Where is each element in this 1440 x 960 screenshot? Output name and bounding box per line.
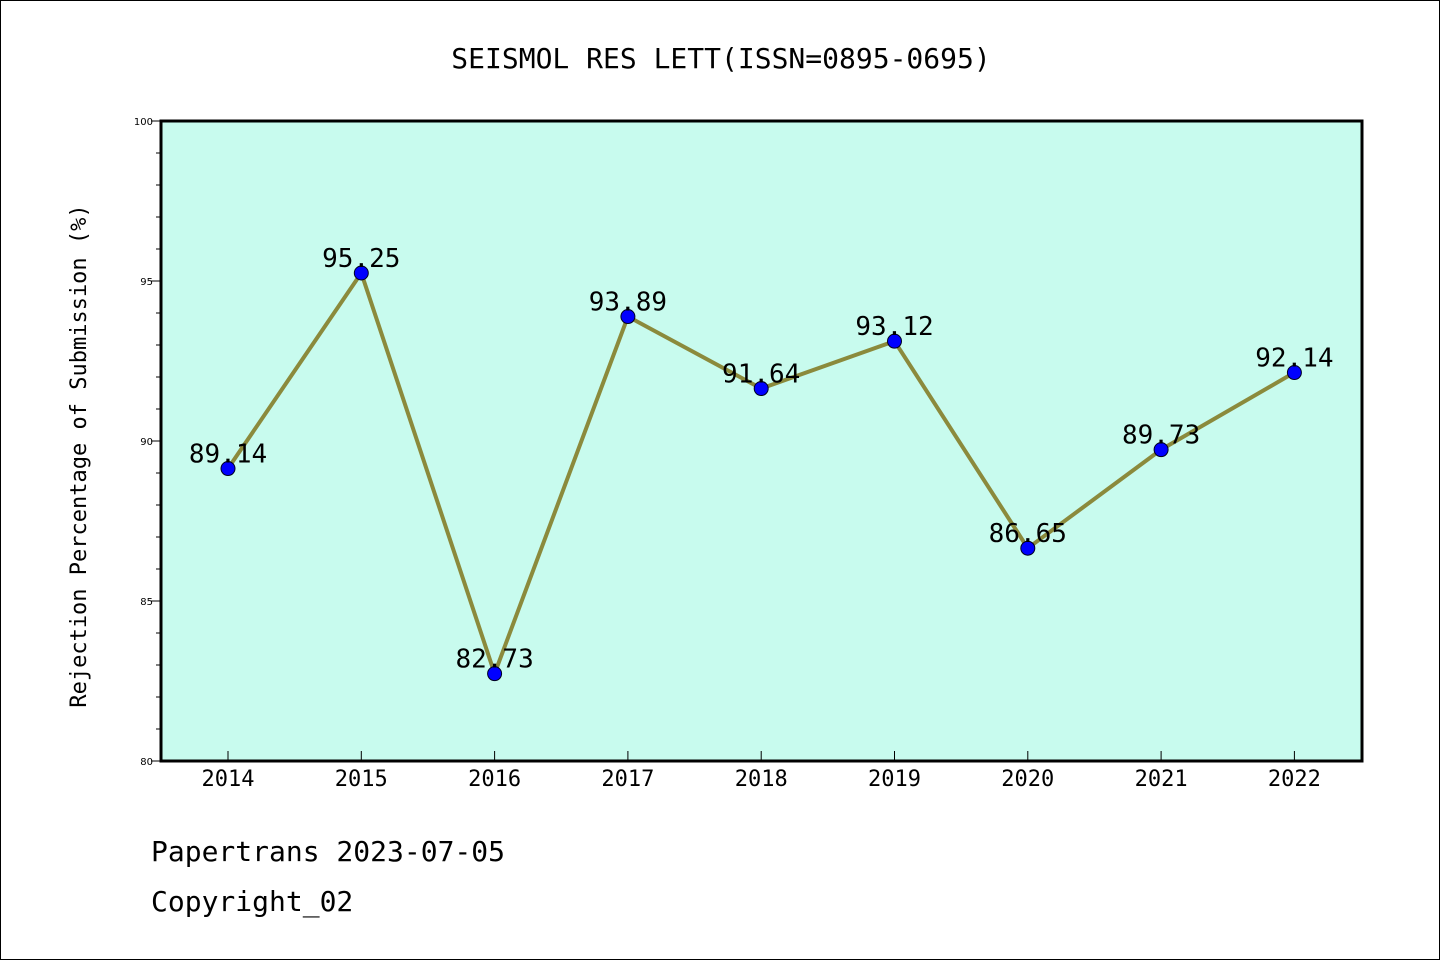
x-tick-label: 2022 bbox=[1268, 767, 1321, 792]
series-rejection-rate: 89.14 95.25 82.73 93.89 91.64 93.12 86.65 89.73… bbox=[189, 244, 1334, 682]
data-label: 93.89 bbox=[589, 288, 667, 318]
data-label: 92.14 bbox=[1255, 344, 1333, 374]
data-label: 82.73 bbox=[455, 645, 533, 675]
x-tick-label: 2015 bbox=[335, 767, 388, 792]
x-axis: 2014 2015 2016 2017 2018 2019 2020 2021 2022 bbox=[202, 751, 1321, 792]
x-tick-label: 2020 bbox=[1001, 767, 1054, 792]
data-point bbox=[220, 461, 236, 477]
data-point bbox=[620, 309, 636, 325]
x-tick-label: 2018 bbox=[735, 767, 788, 792]
y-tick-label: 85 bbox=[140, 597, 153, 608]
data-point bbox=[1020, 540, 1036, 556]
y-tick-label: 100 bbox=[134, 117, 153, 128]
x-tick-label: 2016 bbox=[468, 767, 521, 792]
y-axis: 80 85 90 95 100 bbox=[134, 117, 161, 768]
data-point bbox=[1286, 365, 1302, 381]
plot-frame bbox=[159, 119, 1364, 763]
chart-title: SEISMOL RES LETT(ISSN=0895-0695) bbox=[451, 42, 990, 75]
data-point bbox=[753, 381, 769, 397]
x-tick-label: 2017 bbox=[601, 767, 654, 792]
data-label: 93.12 bbox=[855, 312, 933, 342]
y-tick-label: 90 bbox=[140, 437, 153, 448]
copyright-text: Copyright_02 bbox=[151, 885, 354, 918]
y-axis-label: Rejection Percentage of Submission (%) bbox=[67, 204, 92, 707]
data-label: 89.14 bbox=[189, 440, 267, 470]
plot-area bbox=[161, 121, 1362, 761]
data-label: 89.73 bbox=[1122, 421, 1200, 451]
y-tick-label: 80 bbox=[140, 757, 153, 768]
x-tick-label: 2019 bbox=[868, 767, 921, 792]
x-tick-label: 2014 bbox=[202, 767, 255, 792]
data-point bbox=[487, 666, 503, 682]
data-label: 91.64 bbox=[722, 360, 800, 390]
x-tick-label: 2021 bbox=[1135, 767, 1188, 792]
data-label: 86.65 bbox=[989, 519, 1067, 549]
data-point bbox=[1153, 442, 1169, 458]
data-point bbox=[353, 265, 369, 281]
data-label: 95.25 bbox=[322, 244, 400, 274]
data-point bbox=[887, 333, 902, 349]
source-date-text: Papertrans 2023-07-05 bbox=[151, 835, 506, 868]
y-tick-label: 95 bbox=[140, 277, 153, 288]
